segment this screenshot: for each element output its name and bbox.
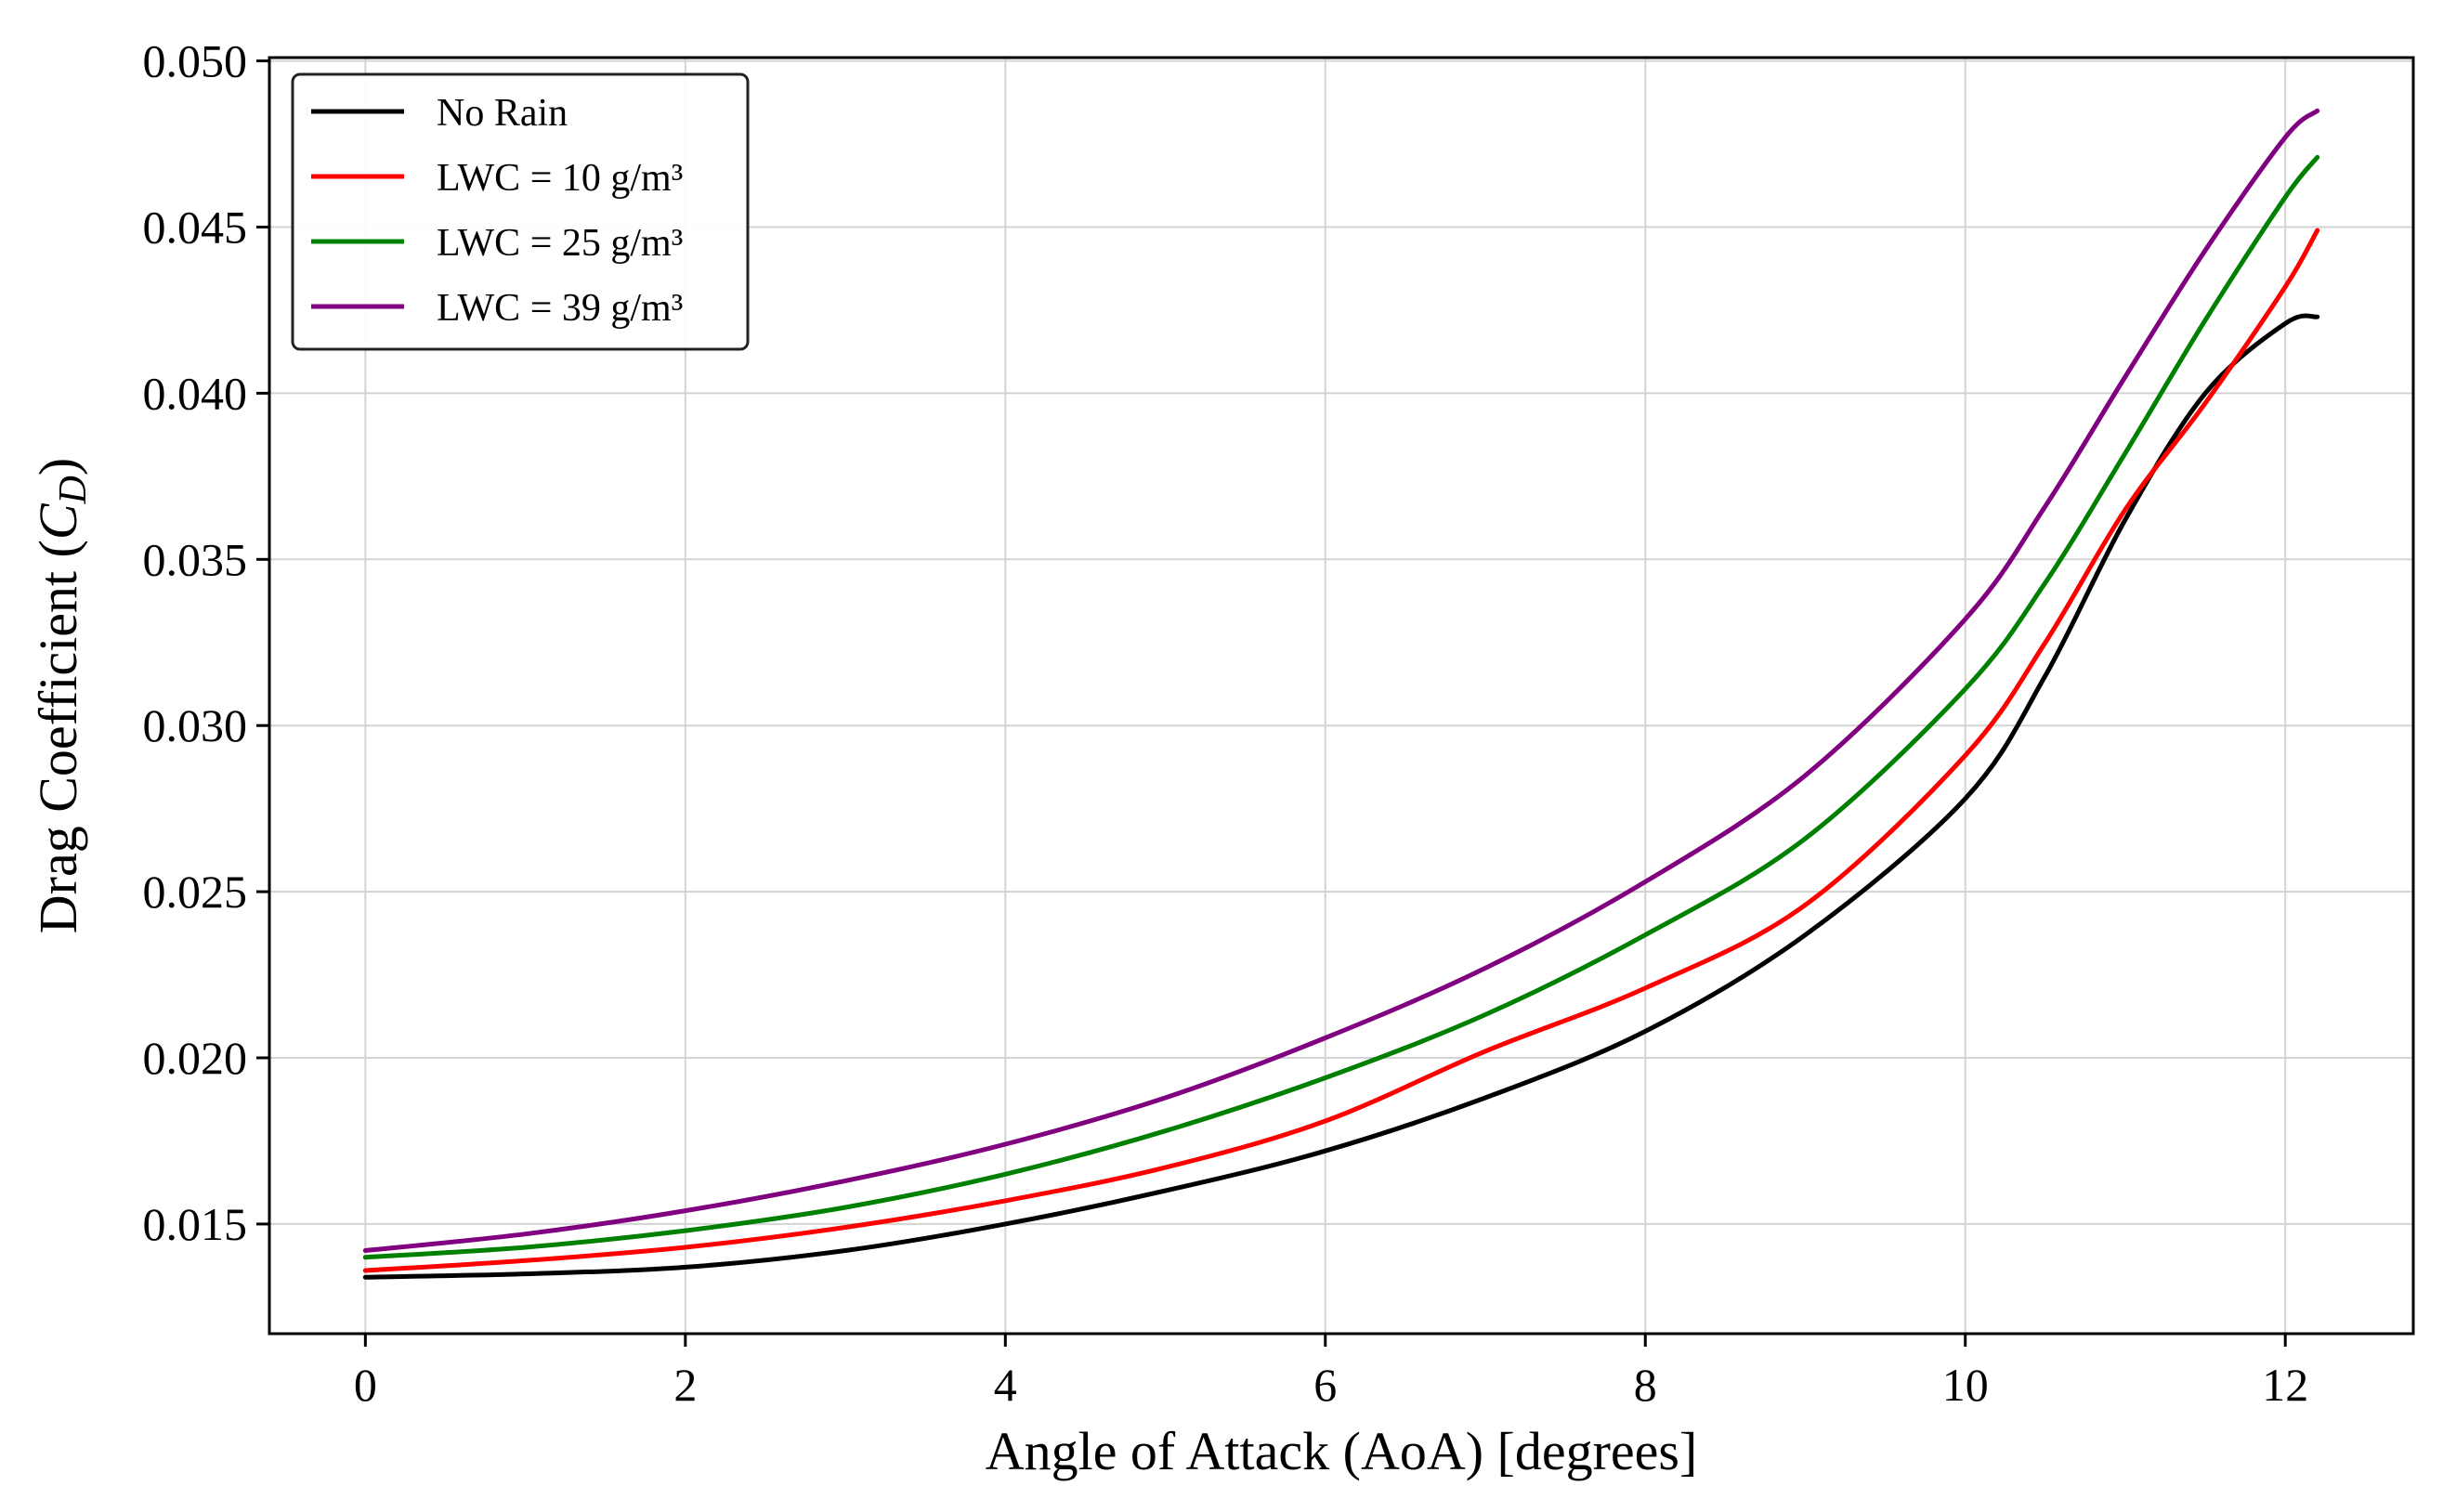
legend-label-3: LWC = 39 g/m³	[437, 287, 683, 330]
series-line-2	[362, 154, 2320, 1260]
grid	[269, 58, 2413, 1334]
y-axis-label-symbol: C	[28, 502, 88, 540]
x-tick-label: 12	[2262, 1359, 2308, 1411]
y-axis-label-suffix: )	[28, 458, 88, 476]
y-tick-label: 0.020	[143, 1032, 248, 1084]
legend-label-2: LWC = 25 g/m³	[437, 222, 683, 265]
y-axis-label: Drag Coefficient (CD)	[28, 458, 95, 933]
series-line-0	[362, 313, 2320, 1280]
y-axis-label-subscript: D	[52, 476, 95, 504]
y-axis-label-prefix: Drag Coefficient (	[28, 540, 88, 933]
series-line-1	[362, 228, 2320, 1273]
x-tick-label: 6	[1313, 1359, 1337, 1411]
y-tick-label: 0.045	[143, 201, 248, 253]
legend-label-1: LWC = 10 g/m³	[437, 157, 683, 200]
y-tick-label: 0.035	[143, 533, 248, 585]
y-tick-label: 0.025	[143, 866, 248, 918]
legend-entries: No Rain LWC = 10 g/m³ LWC = 25 g/m³ LWC = 3…	[311, 92, 683, 330]
axis-ticks: 0 2 4 6 8 10 12 0.015 0.020 0.025 0.030 0.035 0.040 0…	[143, 35, 2309, 1411]
y-tick-label: 0.030	[143, 699, 248, 751]
y-tick-label: 0.040	[143, 367, 248, 419]
x-tick-label: 10	[1942, 1359, 1989, 1411]
plot-area-frame	[268, 56, 2415, 1336]
x-tick-label: 8	[1634, 1359, 1657, 1411]
x-tick-label: 2	[673, 1359, 697, 1411]
x-tick-label: 4	[994, 1359, 1017, 1411]
series-lines	[362, 108, 2320, 1280]
x-axis-label: Angle of Attack (AoA) [degrees]	[986, 1421, 1698, 1481]
y-tick-label: 0.050	[143, 35, 248, 87]
legend: No Rain LWC = 10 g/m³ LWC = 25 g/m³ LWC = 3…	[291, 72, 750, 351]
y-tick-label: 0.015	[143, 1198, 248, 1250]
series-line-3	[362, 108, 2320, 1253]
legend-box	[291, 72, 750, 351]
legend-label-0: No Rain	[437, 92, 568, 135]
x-tick-label: 0	[354, 1359, 377, 1411]
